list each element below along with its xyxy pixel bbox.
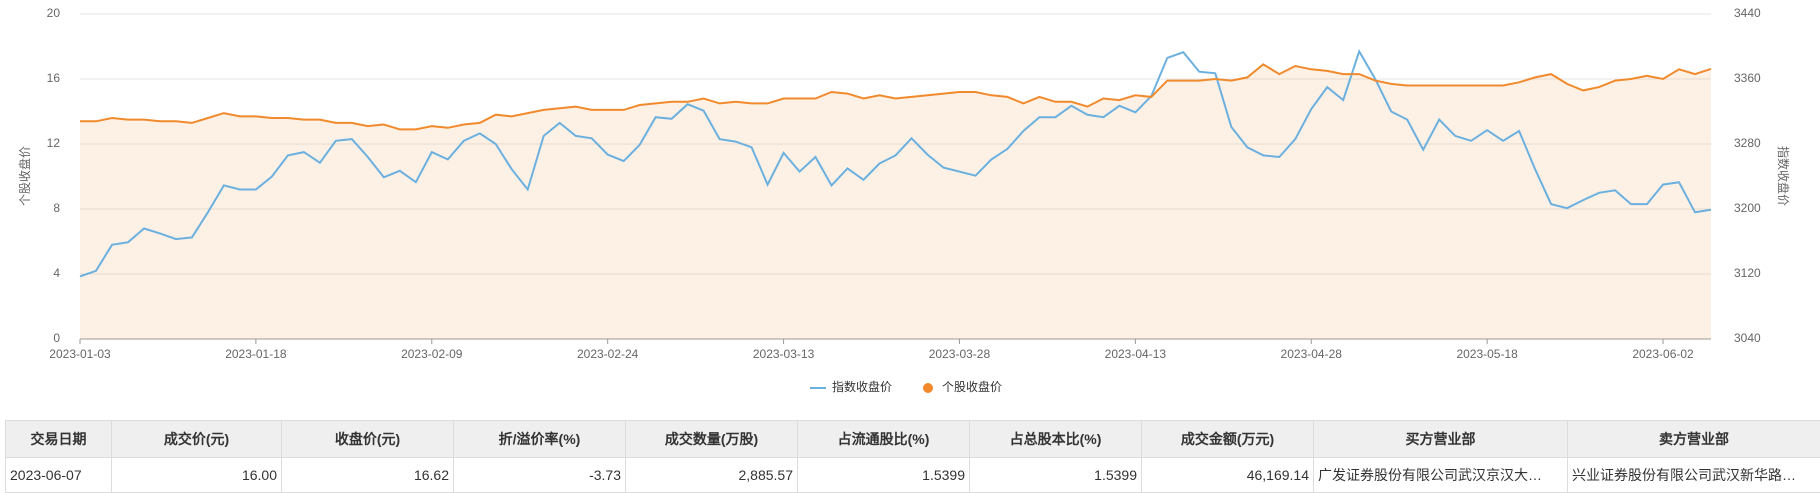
x-tick-label: 2023-02-24 [577, 347, 639, 361]
table-header: 成交金额(万元) [1142, 421, 1314, 458]
x-tick-label: 2023-03-28 [929, 347, 991, 361]
table-header: 卖方营业部 [1568, 421, 1820, 458]
table-header: 占流通股比(%) [798, 421, 970, 458]
legend-swatch [923, 383, 933, 393]
area [80, 64, 1711, 339]
y2-axis-title: 指数收盘价 [1776, 146, 1791, 206]
table-header: 买方营业部 [1314, 421, 1568, 458]
table-header: 折/溢价率(%) [454, 421, 626, 458]
x-tick-label: 2023-01-03 [49, 347, 111, 361]
y-tick-label: 16 [47, 71, 61, 85]
table-header: 交易日期 [6, 421, 112, 458]
table-cell: 兴业证券股份有限公司武汉新华路… [1568, 458, 1820, 493]
table-cell: 16.62 [282, 458, 454, 493]
y2-tick-label: 3360 [1734, 71, 1761, 85]
x-tick-label: 2023-04-13 [1105, 347, 1167, 361]
table-cell: 16.00 [112, 458, 282, 493]
table-header: 成交数量(万股) [626, 421, 798, 458]
y2-tick-label: 3200 [1734, 201, 1761, 215]
x-tick-label: 2023-05-18 [1456, 347, 1518, 361]
x-tick-label: 2023-06-02 [1632, 347, 1694, 361]
table-cell: 1.5399 [798, 458, 970, 493]
table-header: 成交价(元) [112, 421, 282, 458]
table-header: 收盘价(元) [282, 421, 454, 458]
chart: 个股收盘价 指数收盘价 0 4 8 12 16 20 3040 3120 3200 3280 336… [0, 0, 1820, 415]
table-cell: 46,169.14 [1142, 458, 1314, 493]
table-cell: 1.5399 [970, 458, 1142, 493]
y-tick-label: 4 [53, 266, 60, 280]
y-tick-label: 8 [53, 201, 60, 215]
x-tick-label: 2023-04-28 [1281, 347, 1343, 361]
y2-tick-label: 3040 [1734, 331, 1761, 345]
y-tick-label: 12 [47, 136, 61, 150]
legend-label: 个股收盘价 [942, 379, 1002, 394]
x-tick-label: 2023-02-09 [401, 347, 463, 361]
y2-tick-label: 3440 [1734, 6, 1761, 20]
y2-tick-label: 3280 [1734, 136, 1761, 150]
table-cell: 广发证券股份有限公司武汉京汉大… [1314, 458, 1568, 493]
x-tick-label: 2023-01-18 [225, 347, 287, 361]
y-tick-label: 20 [47, 6, 61, 20]
y-tick-label: 0 [53, 331, 60, 345]
trade-table: 交易日期成交价(元)收盘价(元)折/溢价率(%)成交数量(万股)占流通股比(%)… [5, 420, 1820, 493]
legend-label: 指数收盘价 [832, 379, 892, 394]
table-header: 占总股本比(%) [970, 421, 1142, 458]
table-cell: 2023-06-07 [6, 458, 112, 493]
table-cell: -3.73 [454, 458, 626, 493]
x-tick-label: 2023-03-13 [753, 347, 815, 361]
table-cell: 2,885.57 [626, 458, 798, 493]
y-axis-title: 个股收盘价 [17, 146, 32, 206]
y2-tick-label: 3120 [1734, 266, 1761, 280]
